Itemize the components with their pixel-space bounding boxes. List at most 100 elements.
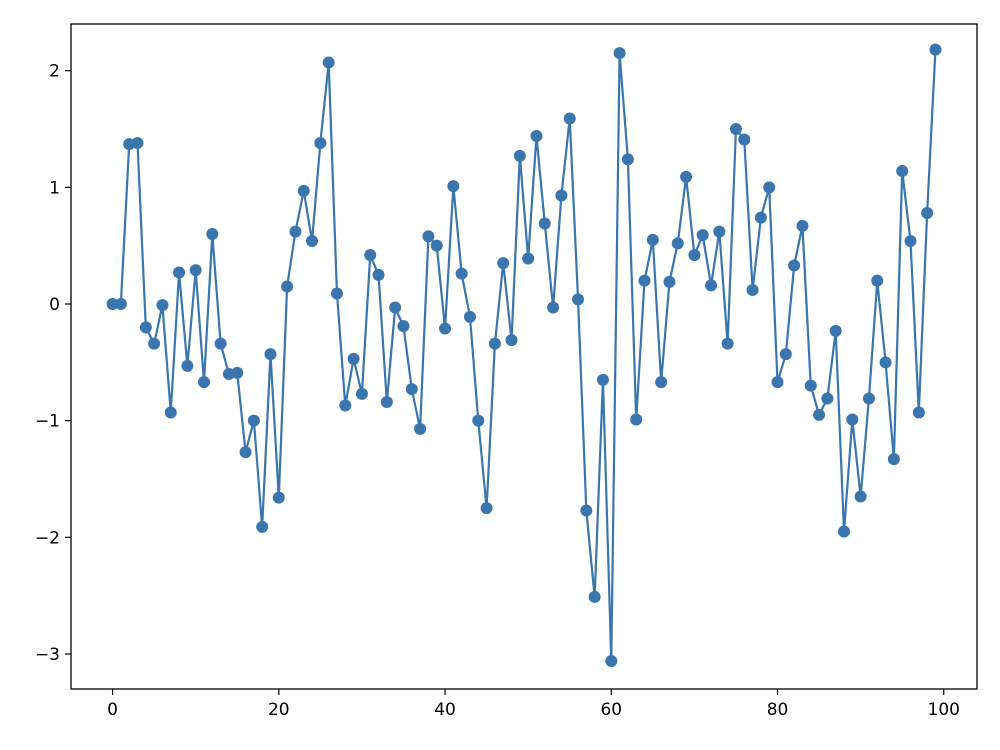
data-point bbox=[322, 56, 335, 69]
data-point bbox=[921, 207, 934, 219]
series-points bbox=[106, 43, 942, 667]
data-point bbox=[522, 252, 535, 265]
data-point bbox=[572, 293, 585, 306]
data-point bbox=[247, 414, 260, 427]
data-point bbox=[497, 257, 510, 270]
data-point bbox=[256, 520, 269, 533]
data-point bbox=[729, 123, 742, 135]
data-point bbox=[206, 228, 219, 240]
data-point bbox=[480, 502, 493, 515]
data-point bbox=[455, 267, 468, 280]
data-point bbox=[355, 387, 368, 400]
data-point bbox=[272, 491, 285, 504]
data-point bbox=[347, 352, 360, 365]
data-point bbox=[655, 376, 668, 389]
data-point bbox=[838, 525, 851, 538]
x-tick-label: 40 bbox=[434, 700, 456, 720]
y-tick-label: −2 bbox=[35, 528, 60, 548]
data-point bbox=[156, 299, 169, 312]
x-tick-label: 0 bbox=[107, 700, 118, 720]
data-point bbox=[189, 264, 202, 277]
data-point bbox=[330, 287, 343, 300]
data-point bbox=[239, 446, 252, 459]
data-point bbox=[422, 230, 435, 243]
data-point bbox=[405, 383, 418, 396]
y-tick-label: 1 bbox=[49, 178, 60, 198]
data-point bbox=[306, 235, 319, 247]
y-tick-label: 0 bbox=[49, 295, 60, 315]
x-tick-label: 60 bbox=[600, 700, 622, 720]
data-point bbox=[555, 189, 568, 202]
data-point bbox=[813, 408, 826, 421]
y-tick-label: 2 bbox=[49, 62, 60, 82]
plot-background bbox=[71, 24, 977, 689]
data-point bbox=[364, 249, 377, 261]
data-point bbox=[114, 298, 127, 310]
data-point bbox=[879, 356, 892, 369]
data-point bbox=[505, 334, 518, 347]
data-point bbox=[754, 211, 767, 224]
data-point bbox=[829, 324, 842, 337]
data-point bbox=[380, 396, 393, 408]
data-point bbox=[613, 47, 626, 60]
data-point bbox=[896, 165, 909, 177]
data-point bbox=[488, 337, 501, 350]
data-point bbox=[389, 301, 402, 314]
data-point bbox=[804, 379, 817, 392]
data-point bbox=[139, 321, 152, 334]
data-point bbox=[796, 219, 809, 232]
data-point bbox=[596, 373, 609, 386]
data-point bbox=[912, 406, 925, 419]
data-point bbox=[397, 320, 410, 333]
data-point bbox=[713, 225, 726, 238]
data-point bbox=[430, 239, 443, 252]
data-point bbox=[372, 268, 385, 281]
data-point bbox=[605, 655, 618, 667]
plot-frame bbox=[70, 23, 978, 690]
data-point bbox=[314, 137, 327, 149]
data-point bbox=[846, 413, 859, 426]
data-point bbox=[231, 366, 244, 379]
series-line bbox=[112, 49, 937, 663]
data-point bbox=[646, 233, 659, 246]
data-point bbox=[854, 490, 867, 503]
y-axis-ticks: −3 −2 −1 0 1 2 bbox=[35, 62, 71, 665]
data-point bbox=[131, 137, 144, 149]
data-point bbox=[779, 348, 792, 361]
data-point bbox=[264, 348, 277, 361]
data-point bbox=[738, 133, 751, 146]
data-point bbox=[721, 337, 734, 350]
data-point bbox=[688, 249, 701, 261]
data-point bbox=[414, 422, 427, 435]
data-point bbox=[929, 43, 942, 56]
data-point bbox=[696, 229, 709, 242]
data-point bbox=[148, 337, 161, 350]
data-point bbox=[580, 504, 593, 517]
data-point bbox=[106, 298, 119, 310]
y-tick-label: −3 bbox=[35, 645, 60, 665]
data-point bbox=[297, 184, 310, 197]
data-point bbox=[181, 359, 194, 372]
x-tick-label: 20 bbox=[268, 700, 290, 720]
data-point bbox=[871, 274, 884, 287]
data-point bbox=[164, 406, 177, 419]
data-point bbox=[563, 112, 576, 125]
data-point bbox=[588, 590, 601, 603]
data-point bbox=[621, 153, 634, 166]
data-point bbox=[339, 399, 352, 412]
x-tick-label: 100 bbox=[928, 700, 960, 720]
data-point bbox=[663, 275, 676, 288]
data-point bbox=[680, 170, 693, 183]
data-point bbox=[821, 392, 834, 405]
data-point bbox=[547, 301, 560, 314]
data-point bbox=[671, 237, 684, 250]
data-point bbox=[630, 413, 643, 426]
data-point bbox=[463, 310, 476, 323]
x-axis-ticks: 0 20 40 60 80 100 bbox=[107, 689, 960, 720]
data-point bbox=[281, 280, 294, 293]
data-point bbox=[862, 392, 875, 405]
data-point bbox=[472, 414, 485, 427]
x-tick-label: 80 bbox=[767, 700, 789, 720]
data-point bbox=[763, 181, 776, 194]
